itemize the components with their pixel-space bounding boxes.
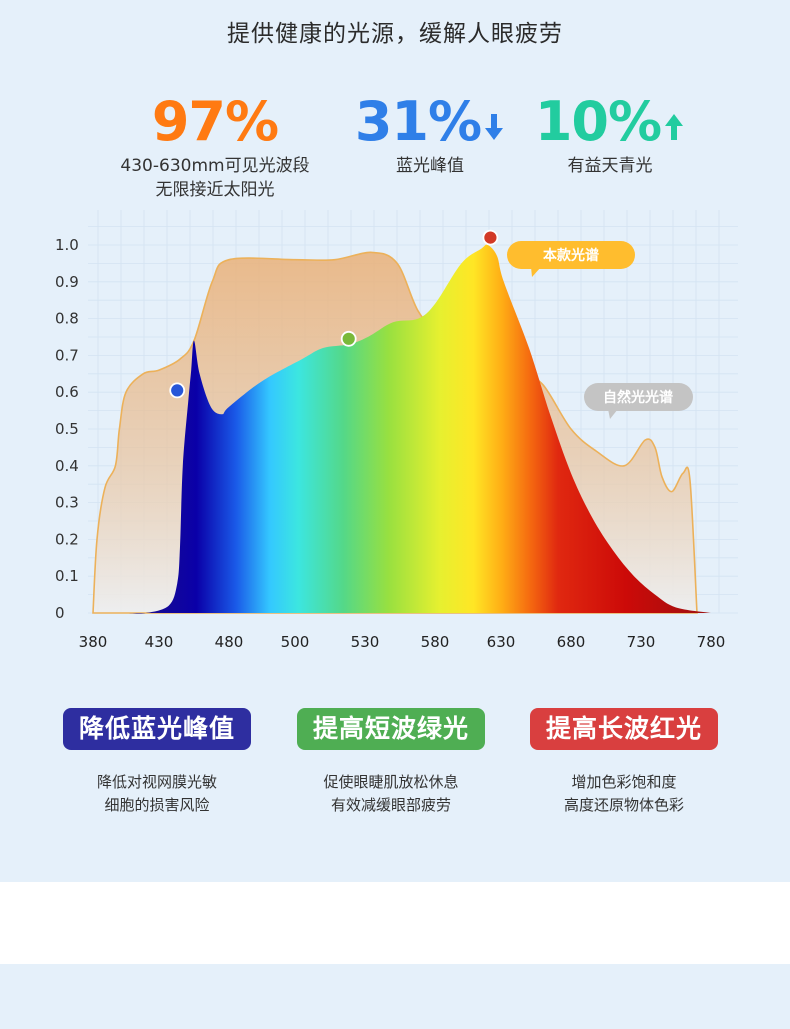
x-tick-label: 480 [215,633,244,651]
stat-blue-peak: 31% 蓝光峰值 [350,92,510,178]
feature-caption-red: 增加色彩饱和度 高度还原物体色彩 [504,771,744,817]
caption-line: 高度还原物体色彩 [563,796,684,814]
caption-line: 降低对视网膜光敏 [96,773,217,791]
y-tick-label: 0 [55,604,65,622]
x-tick-label: 630 [487,633,516,651]
caption-line: 细胞的损害风险 [104,796,210,814]
x-tick-label: 500 [281,633,310,651]
feature-badge-green: 提高短波绿光 [297,708,485,750]
stat-number: 31% [354,90,482,153]
product-spectrum-area [93,244,711,614]
up-arrow-icon [665,114,684,140]
stat-line: 无限接近太阳光 [155,180,275,200]
x-tick-label: 580 [421,633,450,651]
legend-label-product: 本款光谱 [543,247,599,264]
stat-value: 10% [535,92,685,152]
y-tick-label: 0.2 [55,530,79,548]
legend-callout-product: 本款光谱 [507,241,635,277]
y-tick-label: 0.4 [55,457,79,475]
stat-description: 430-630mm可见光波段 无限接近太阳光 [100,154,330,202]
stat-line: 蓝光峰值 [396,156,464,176]
y-tick-label: 0.8 [55,310,79,328]
stat-line: 有益天青光 [567,156,653,176]
legend-callout-natural: 自然光光谱 [584,383,693,419]
legend-label-natural: 自然光光谱 [603,389,673,406]
x-tick-label: 380 [79,633,108,651]
caption-line: 增加色彩饱和度 [571,773,677,791]
x-tick-label: 730 [627,633,656,651]
feature-caption-green: 促使眼睫肌放松休息 有效减缓眼部疲劳 [271,771,511,817]
x-tick-label: 430 [145,633,174,651]
data-point-marker [482,229,499,246]
white-band [0,882,790,964]
x-tick-label: 680 [557,633,586,651]
y-tick-label: 0.5 [55,420,79,438]
y-tick-label: 1.0 [55,236,79,254]
next-panel [0,964,790,1029]
x-tick-label: 530 [351,633,380,651]
y-tick-label: 0.7 [55,346,79,364]
feature-badge-blue: 降低蓝光峰值 [63,708,251,750]
spectrum-chart: 0 0.1 0.2 0.3 0.4 0.5 0.6 0.7 0.8 0.9 1.0 380 430 480… [55,210,738,651]
stat-number: 97% [151,90,279,153]
feature-badge-red: 提高长波红光 [530,708,718,750]
y-tick-label: 0.3 [55,494,79,512]
feature-caption-blue: 降低对视网膜光敏 细胞的损害风险 [37,771,277,817]
stat-description: 蓝光峰值 [350,154,510,178]
y-tick-label: 0.6 [55,383,79,401]
data-point-marker [169,382,186,399]
product-spectrum-series [93,244,711,614]
stat-visible-spectrum: 97% 430-630mm可见光波段 无限接近太阳光 [100,92,330,202]
data-point-marker [340,330,357,347]
stat-value: 97% [151,90,279,153]
y-tick-label: 0.1 [55,567,79,585]
chart-markers [169,229,499,399]
stat-cyan-light: 10% 有益天青光 [530,92,690,178]
y-tick-label: 0.9 [55,273,79,291]
caption-line: 有效减缓眼部疲劳 [330,796,451,814]
down-arrow-icon [485,114,504,140]
stat-number: 10% [534,90,662,153]
stat-value: 31% [355,92,505,152]
headline: 提供健康的光源，缓解人眼疲劳 [227,21,563,47]
x-tick-label: 780 [697,633,726,651]
chart-axes: 0 0.1 0.2 0.3 0.4 0.5 0.6 0.7 0.8 0.9 1.0 380 430 480… [55,236,725,651]
stat-description: 有益天青光 [530,154,690,178]
caption-line: 促使眼睫肌放松休息 [323,773,459,791]
stat-line: 430-630mm可见光波段 [120,156,310,176]
